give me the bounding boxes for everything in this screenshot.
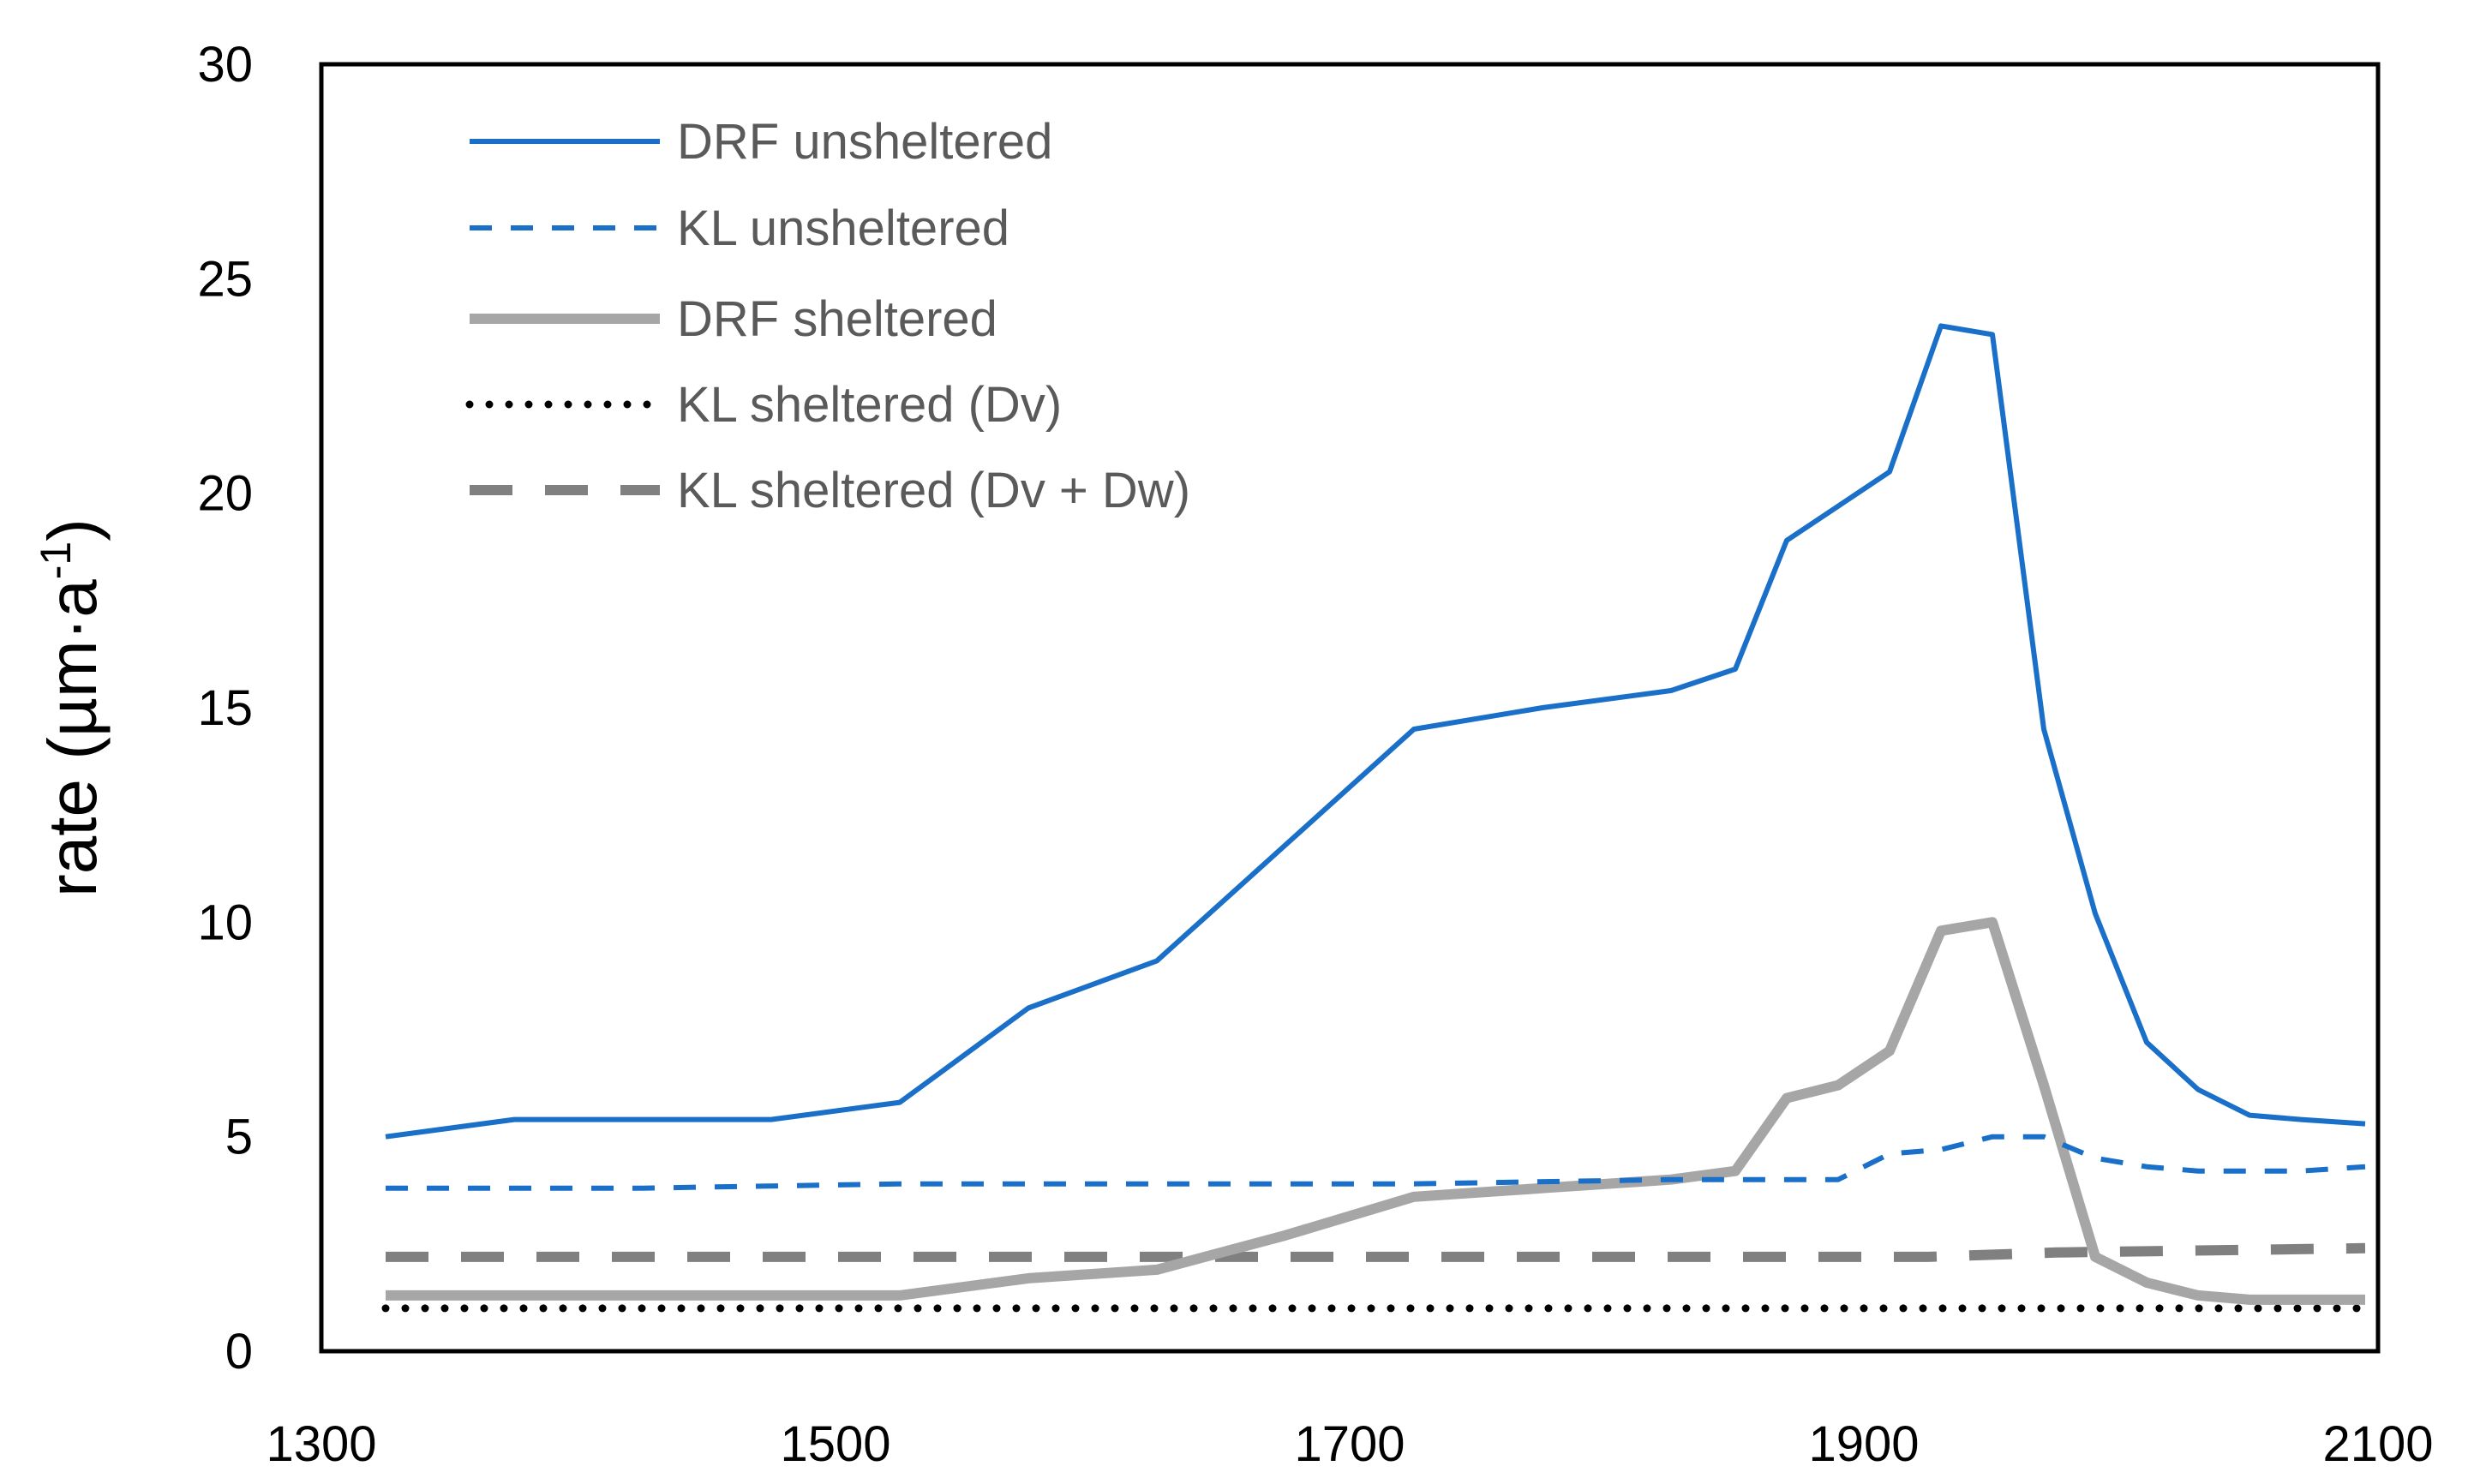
y-tick-label: 10 (197, 895, 253, 950)
y-tick-label: 25 (197, 251, 253, 307)
y-tick-labels: 0 5 10 15 20 25 30 (197, 37, 253, 1379)
series-layer (381, 323, 2369, 1313)
series-line-drf-sheltered (386, 917, 2365, 1305)
x-tick-label: 1500 (780, 1416, 890, 1472)
x-tick-label: 1700 (1294, 1416, 1405, 1472)
legend-label: DRF unsheltered (677, 114, 1052, 170)
plot-frame (319, 62, 2381, 1354)
y-axis-title-superscript: -1 (32, 542, 80, 579)
y-tick-label: 30 (197, 37, 253, 93)
x-tick-labels: 1300 1500 1700 1900 2100 (266, 1416, 2433, 1472)
y-tick-label: 15 (197, 680, 253, 736)
y-tick-label: 5 (225, 1110, 253, 1165)
y-axis-title: rate (µm·a-1) (32, 518, 111, 897)
y-axis-title-main: rate (µm·a (34, 579, 111, 897)
legend-label: KL unsheltered (677, 200, 1009, 256)
x-tick-label: 1900 (1808, 1416, 1919, 1472)
series-line-drf-unsheltered (385, 323, 2366, 1140)
series-line-kl-sheltered-dv-dw (386, 1242, 2366, 1262)
legend-label: KL sheltered (Dv) (677, 377, 1062, 433)
legend-label: DRF sheltered (677, 291, 997, 347)
y-axis-title-close: ) (34, 518, 111, 542)
y-tick-label: 0 (225, 1324, 253, 1379)
legend-label: KL sheltered (Dv + Dw) (677, 463, 1190, 518)
y-tick-label: 20 (197, 466, 253, 522)
x-tick-label: 2100 (2322, 1416, 2433, 1472)
series-line-kl-unsheltered (386, 1134, 2366, 1191)
x-tick-label: 1300 (266, 1416, 376, 1472)
legend: DRF unsheltered KL unsheltered DRF shelter… (465, 114, 1190, 518)
